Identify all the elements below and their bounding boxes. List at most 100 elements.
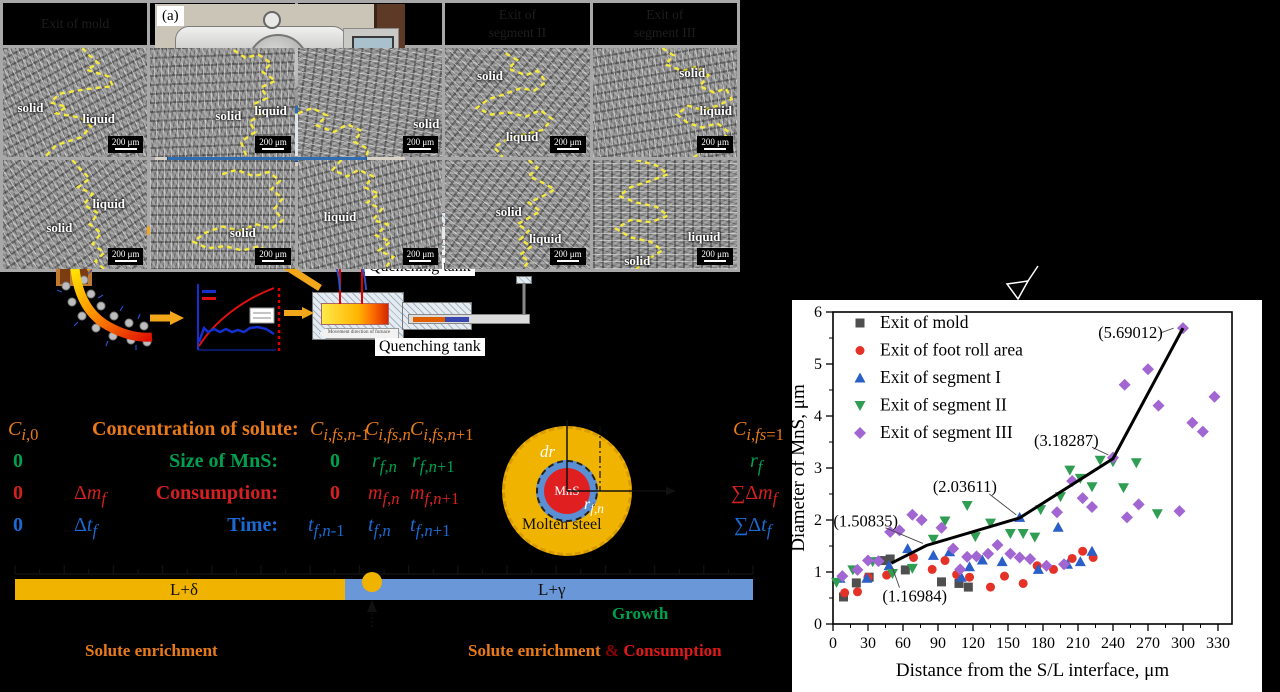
- data-point: [862, 554, 874, 567]
- data-point: [883, 560, 895, 571]
- x-tick-label: 330: [1206, 635, 1230, 652]
- data-point: [940, 556, 950, 566]
- scale-bar: 200 μm: [107, 136, 144, 153]
- x-tick-label: 210: [1066, 635, 1090, 652]
- legend-label: Exit of segment III: [880, 422, 1013, 442]
- data-point: [1029, 532, 1041, 543]
- region-label-liquid: liquid: [699, 102, 732, 118]
- solute-row-2-item: rf,n+1: [412, 450, 455, 476]
- annotation-label: (3.18287): [1034, 431, 1099, 450]
- data-point: [906, 563, 918, 574]
- solute-row-3-item: Consumption:: [155, 482, 278, 504]
- data-point: [1052, 521, 1064, 532]
- solute-row-1-item: Ci,fs,n-1: [310, 418, 370, 444]
- data-point: [965, 572, 974, 582]
- solute-row-4-item: Δtf: [74, 514, 98, 540]
- radius-label: rf,n: [584, 496, 604, 517]
- region-label-liquid: liquid: [92, 195, 126, 211]
- data-point: [937, 577, 946, 587]
- tube-furnace-lower: Movement direction of furnace: [312, 292, 404, 340]
- data-point: [1118, 483, 1129, 494]
- scale-bar: 200 μm: [255, 136, 291, 153]
- micrograph-cell-5: solid liquid 200 μm: [592, 48, 737, 157]
- y-tick-label: 1: [814, 564, 822, 581]
- scale-bar: 200 μm: [697, 248, 733, 265]
- data-point: [1013, 551, 1026, 564]
- data-point: [1067, 553, 1077, 563]
- left-caption: Solute enrichment: [85, 641, 218, 660]
- micrograph-cell-1: solid liquid 200 μm: [3, 48, 148, 157]
- x-tick-label: 270: [1136, 635, 1160, 652]
- micrograph-cell-3: solid 200 μm: [297, 48, 443, 157]
- solid-liquid-interface-line: [234, 50, 276, 157]
- mini-curve-blue: [197, 325, 275, 343]
- micrograph-header-4: Exit of segment II: [445, 3, 590, 45]
- data-point: [954, 563, 967, 576]
- solid-liquid-interface-line: [298, 108, 369, 157]
- micrograph-header-5: Exit of segment III: [592, 3, 737, 45]
- quench-tank-label-lower: Quenching tank: [375, 338, 485, 356]
- region-label-liquid: liquid: [687, 228, 721, 244]
- data-point: [885, 554, 895, 564]
- data-point: [872, 555, 885, 568]
- solute-row-4-item: tf,n-1: [308, 514, 345, 540]
- data-point: [831, 577, 842, 588]
- solute-row-3-item: ∑Δmf: [731, 482, 778, 508]
- legend-label: Exit of foot roll area: [880, 340, 1023, 360]
- furnace-direction-arrow-lower: Movement direction of furnace: [319, 328, 399, 339]
- molten-steel-label: Molten steel: [522, 516, 602, 533]
- x-tick-label: 300: [1171, 635, 1195, 652]
- solute-row-3-item: 0: [13, 482, 23, 504]
- solid-liquid-interface-line: [477, 53, 552, 157]
- callout-arrow-icon: [1005, 280, 1030, 301]
- annotation-label: (5.69012): [1098, 323, 1163, 342]
- micrograph-cell-8: liquid 200 μm: [297, 160, 443, 269]
- trend-line: [890, 327, 1185, 565]
- data-point: [927, 549, 939, 560]
- data-point: [1018, 578, 1028, 588]
- scale-bar: 200 μm: [402, 248, 439, 265]
- micrograph-cell-4: solid liquid 200 μm: [445, 48, 590, 157]
- data-point: [1151, 509, 1163, 520]
- data-point: [854, 401, 866, 411]
- x-tick-label: 240: [1101, 635, 1125, 652]
- data-point: [1051, 506, 1063, 519]
- data-point: [1017, 529, 1029, 540]
- solute-row-4-item: tf,n+1: [410, 514, 451, 540]
- data-point: [976, 554, 988, 565]
- solute-row-1-item: Ci,fs=1: [733, 418, 785, 444]
- solute-row-4-item: ∑Δtf: [734, 514, 772, 540]
- specimen-rod-lower: [408, 314, 530, 324]
- data-point: [1004, 547, 1017, 560]
- mns-diameter-chart: 0 30 60 90 120 150 180 210 240 270 300 330 0 1 2 3 4 5 6 Di…: [788, 300, 1262, 692]
- region-label-liquid: liquid: [82, 111, 115, 127]
- solid-liquid-interface-line: [72, 160, 104, 269]
- data-point: [1058, 558, 1070, 571]
- data-point: [927, 534, 939, 545]
- solute-row-1-item: Ci,fs,n+1: [410, 418, 474, 444]
- phase-label-left: L+δ: [170, 580, 198, 599]
- data-point: [906, 508, 919, 521]
- scale-bar: 200 μm: [697, 136, 733, 153]
- x-tick-label: 0: [829, 635, 837, 652]
- scale-bar: 200 μm: [550, 136, 586, 153]
- data-point: [915, 514, 928, 526]
- data-point: [1024, 553, 1037, 565]
- region-label-solid: solid: [476, 67, 503, 83]
- region-label-solid: solid: [679, 65, 706, 81]
- data-point: [1000, 571, 1009, 581]
- data-point: [1086, 482, 1098, 493]
- mini-annotation-box: [249, 307, 275, 324]
- annotation-label: (1.50835): [833, 512, 898, 531]
- cast-strand: [70, 267, 153, 342]
- data-point: [855, 318, 865, 328]
- phase-bar-ldelta: [15, 579, 345, 600]
- data-point: [947, 542, 960, 555]
- solid-liquid-interface-line: [616, 160, 668, 269]
- dr-label: dr: [540, 442, 556, 461]
- solute-row-2-item: rf,n: [372, 450, 397, 476]
- data-point: [1094, 455, 1106, 466]
- data-point: [887, 569, 898, 580]
- y-tick-label: 3: [814, 460, 822, 477]
